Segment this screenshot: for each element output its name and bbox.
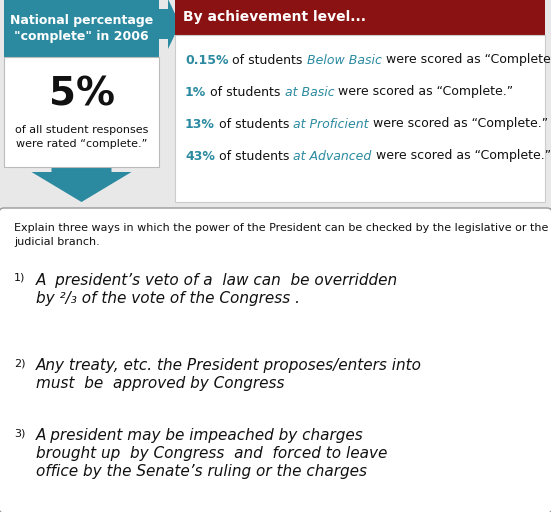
Text: at Advanced: at Advanced [293,150,371,162]
FancyBboxPatch shape [175,35,545,202]
Text: of students: of students [206,86,285,98]
Text: 2): 2) [14,358,25,368]
Text: A  president’s veto of a  law can  be overridden: A president’s veto of a law can be overr… [36,273,398,288]
Text: of all student responses
were rated “complete.”: of all student responses were rated “com… [15,125,148,149]
Text: were scored as “Complete.”: were scored as “Complete.” [334,86,514,98]
Text: 5%: 5% [48,76,115,114]
Text: Any treaty, etc. the President proposes/enters into: Any treaty, etc. the President proposes/… [36,358,422,373]
FancyBboxPatch shape [4,57,159,167]
Polygon shape [31,167,132,202]
Text: by ²/₃ of the vote of the Congress .: by ²/₃ of the vote of the Congress . [36,291,300,306]
Text: of students: of students [229,53,307,67]
Text: at Basic: at Basic [285,86,334,98]
Text: 0.15%: 0.15% [185,53,229,67]
Text: at Proficient: at Proficient [293,117,369,131]
FancyBboxPatch shape [4,0,159,57]
Text: office by the Senate’s ruling or the charges: office by the Senate’s ruling or the cha… [36,464,367,479]
Text: must  be  approved by Congress: must be approved by Congress [36,376,284,391]
Text: of students: of students [215,117,293,131]
Text: 13%: 13% [185,117,215,131]
Text: of students: of students [215,150,293,162]
Text: A president may be impeached by charges: A president may be impeached by charges [36,428,364,443]
FancyBboxPatch shape [175,0,545,35]
Text: 1): 1) [14,273,25,283]
Text: were scored as “Complete.”: were scored as “Complete.” [371,150,550,162]
FancyBboxPatch shape [0,208,551,512]
Text: 3): 3) [14,428,25,438]
Polygon shape [155,0,180,49]
Text: were scored as “Complete.”: were scored as “Complete.” [382,53,551,67]
Text: 1%: 1% [185,86,206,98]
Text: 43%: 43% [185,150,215,162]
Text: National percentage
"complete" in 2006: National percentage "complete" in 2006 [10,14,153,43]
Text: Explain three ways in which the power of the President can be checked by the leg: Explain three ways in which the power of… [14,223,548,247]
Text: Below Basic: Below Basic [307,53,382,67]
Text: were scored as “Complete.”: were scored as “Complete.” [369,117,548,131]
Text: By achievement level...: By achievement level... [183,11,366,25]
Text: brought up  by Congress  and  forced to leave: brought up by Congress and forced to lea… [36,446,387,461]
